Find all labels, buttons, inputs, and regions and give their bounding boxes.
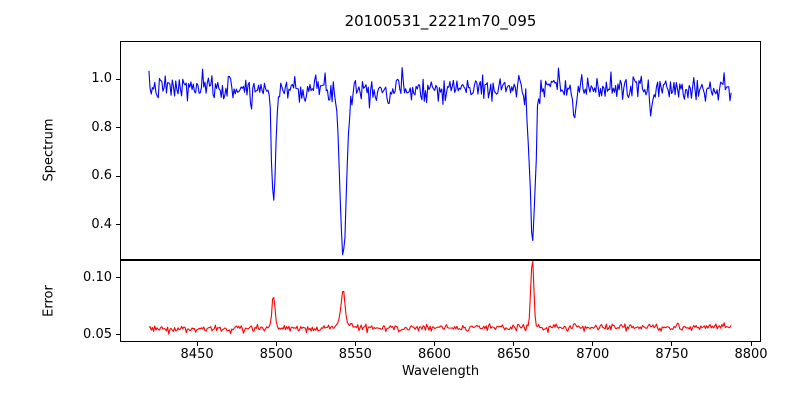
y-tick-label: 0.4 <box>91 216 112 232</box>
x-tick-label: 8450 <box>180 347 214 362</box>
y-tick-label: 0.6 <box>91 168 112 184</box>
x-tick-label: 8600 <box>417 347 452 362</box>
y-tick-mark <box>116 277 120 279</box>
x-tick-label: 8750 <box>655 347 689 362</box>
x-tick-mark <box>354 342 356 346</box>
x-tick-mark <box>513 342 515 346</box>
x-tick-mark <box>275 342 277 346</box>
y-tick-mark <box>116 224 120 225</box>
y-tick-mark <box>116 175 120 177</box>
y-tick-label: 0.10 <box>83 269 112 285</box>
chart-title: 20100531_2221m70_095 <box>344 12 537 30</box>
y-tick-label: 1.0 <box>91 71 112 87</box>
x-tick-label: 8700 <box>576 347 610 362</box>
x-tick-label: 8800 <box>734 347 768 362</box>
error-line-plot <box>148 261 732 335</box>
x-tick-label: 8550 <box>338 347 372 362</box>
y-tick-label: 0.05 <box>83 326 112 342</box>
error-axes <box>120 260 761 342</box>
spectrum-line-plot <box>148 67 732 256</box>
spectrum-axes <box>120 41 761 260</box>
y-tick-mark <box>116 127 120 129</box>
x-tick-mark <box>592 342 594 346</box>
x-tick-label: 8650 <box>497 347 531 362</box>
x-tick-mark <box>196 342 198 346</box>
x-tick-mark <box>750 342 752 346</box>
x-tick-mark <box>671 342 673 346</box>
y-axis-label-error: Error <box>41 285 57 317</box>
error-line <box>148 261 732 335</box>
x-axis-label: Wavelength <box>401 364 480 379</box>
x-tick-label: 8500 <box>259 347 293 362</box>
spectrum-line <box>148 67 732 256</box>
y-tick-mark <box>116 334 120 336</box>
y-tick-label: 0.8 <box>91 119 112 135</box>
y-tick-mark <box>116 78 120 80</box>
x-tick-mark <box>433 342 435 346</box>
